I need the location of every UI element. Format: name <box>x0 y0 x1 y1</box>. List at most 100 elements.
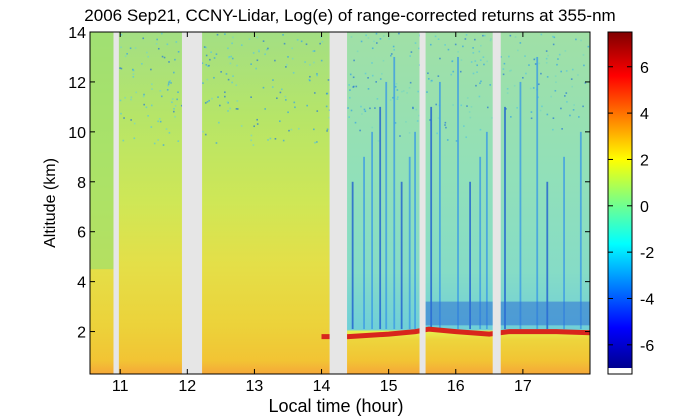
noise-speck <box>482 56 485 58</box>
noise-speck <box>120 46 122 49</box>
noise-speck <box>150 126 153 128</box>
noise-speck <box>486 60 488 63</box>
noise-speck <box>347 107 349 109</box>
noise-speck <box>474 60 477 62</box>
noise-speck <box>455 140 458 142</box>
noise-speck <box>510 69 512 72</box>
noise-speck <box>151 88 153 90</box>
noise-speck <box>236 64 238 67</box>
noise-speck <box>427 78 430 80</box>
noise-speck <box>529 87 532 90</box>
plot-area <box>90 32 590 374</box>
noise-speck <box>569 114 571 117</box>
noise-speck <box>444 44 446 46</box>
y-tick-label: 12 <box>68 75 86 92</box>
noise-speck <box>557 58 559 60</box>
noise-speck <box>532 87 535 89</box>
noise-speck <box>326 128 329 131</box>
noise-speck <box>279 91 282 94</box>
noise-speck <box>350 36 353 38</box>
noise-speck <box>519 42 522 44</box>
noise-speck <box>177 140 180 142</box>
noise-speck <box>382 35 385 37</box>
noise-speck <box>379 38 382 40</box>
noise-speck <box>584 82 587 84</box>
noise-speck <box>552 35 554 38</box>
noise-speck <box>313 50 316 52</box>
noise-speck <box>506 87 509 90</box>
noise-speck <box>509 70 511 72</box>
noise-speck <box>537 96 539 99</box>
noise-speck <box>465 34 468 36</box>
noise-speck <box>396 98 399 100</box>
x-tick-label: 14 <box>313 378 331 395</box>
noise-speck <box>514 36 517 38</box>
colorbar-gradient <box>608 32 632 368</box>
noise-speck <box>348 116 351 118</box>
noise-speck <box>227 78 230 81</box>
noise-speck <box>444 124 446 126</box>
noise-speck <box>205 46 207 49</box>
noise-speck <box>204 133 207 136</box>
x-tick-label: 11 <box>112 378 129 395</box>
noise-speck <box>454 43 457 46</box>
noise-speck <box>206 100 209 103</box>
noise-speck <box>437 117 440 119</box>
noise-speck <box>530 117 533 120</box>
noise-speck <box>211 97 213 100</box>
noise-speck <box>395 83 398 85</box>
noise-speck <box>258 49 260 52</box>
noise-speck <box>572 109 575 111</box>
noise-speck <box>364 72 367 75</box>
noise-speck <box>328 116 331 119</box>
noise-speck <box>367 77 369 79</box>
noise-speck <box>462 45 464 48</box>
noise-speck <box>163 56 166 59</box>
noise-speck <box>158 118 161 120</box>
noise-speck <box>352 76 355 79</box>
noise-speck <box>232 36 234 39</box>
noise-speck <box>367 88 370 90</box>
noise-speck <box>478 50 481 53</box>
noise-speck <box>171 101 173 104</box>
noise-speck <box>373 40 375 43</box>
noise-speck <box>174 58 176 61</box>
noise-speck <box>287 56 289 58</box>
cloud-plumes <box>351 56 590 330</box>
noise-speck <box>120 112 122 115</box>
y-tick-label: 6 <box>77 225 86 242</box>
x-axis: 11 12 13 14 15 16 17 <box>112 32 532 395</box>
noise-speck <box>486 106 489 109</box>
noise-speck <box>437 38 440 40</box>
noise-speck <box>124 55 127 58</box>
noise-speck <box>388 37 390 40</box>
noise-speck <box>157 120 159 123</box>
noise-speck <box>143 103 145 106</box>
noise-speck <box>215 142 218 144</box>
noise-speck <box>540 72 542 75</box>
noise-speck <box>530 111 533 113</box>
noise-speck <box>476 71 478 74</box>
noise-speck <box>349 89 351 91</box>
noise-speck <box>282 139 285 142</box>
noise-speck <box>175 41 178 43</box>
noise-speck <box>262 40 265 42</box>
noise-speck <box>228 56 230 59</box>
noise-speck <box>365 34 367 37</box>
noise-speck <box>427 72 429 75</box>
noise-speck <box>292 72 295 74</box>
noise-speck <box>552 43 555 46</box>
noise-speck <box>306 104 308 107</box>
noise-speck <box>418 47 420 50</box>
noise-speck <box>587 45 590 48</box>
noise-speck <box>359 129 361 132</box>
noise-speck <box>479 128 482 131</box>
noise-speck <box>534 63 537 65</box>
noise-speck <box>354 121 357 124</box>
colorbar: 6 4 2 0 -2 -4 -6 <box>607 31 654 375</box>
noise-speck <box>537 83 540 86</box>
noise-speck <box>166 89 169 91</box>
noise-speck <box>132 69 135 72</box>
noise-speck <box>316 74 318 77</box>
noise-speck <box>168 61 170 63</box>
